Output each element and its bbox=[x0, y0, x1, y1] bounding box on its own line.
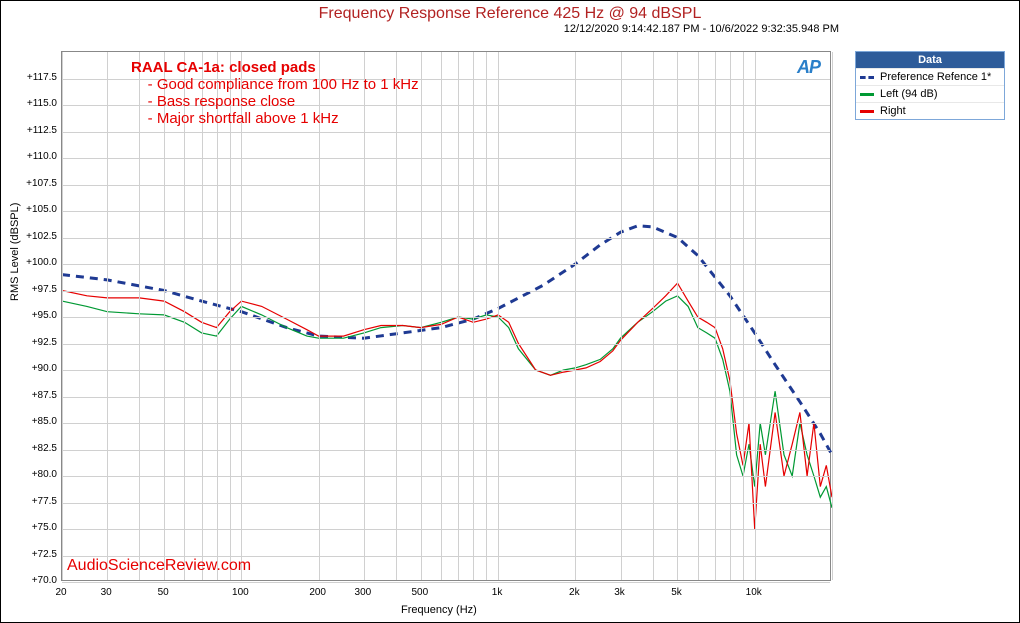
legend: Data Preference Refence 1* Left (94 dB) Ri… bbox=[855, 51, 1005, 120]
y-tick-label: +112.5 bbox=[17, 125, 57, 136]
y-tick-label: +105.0 bbox=[17, 204, 57, 215]
gridline-v bbox=[230, 52, 231, 580]
y-tick-label: +75.0 bbox=[17, 522, 57, 533]
x-tick-label: 50 bbox=[158, 587, 169, 598]
x-tick-label: 5k bbox=[671, 587, 682, 598]
gridline-v-major bbox=[319, 52, 320, 580]
annotation-line: - Major shortfall above 1 kHz bbox=[131, 110, 419, 127]
y-tick-label: +102.5 bbox=[17, 231, 57, 242]
annotation-block: RAAL CA-1a: closed pads - Good complianc… bbox=[131, 59, 419, 127]
legend-swatch bbox=[860, 76, 874, 79]
legend-row: Right bbox=[856, 102, 1004, 119]
chart-timestamps: 12/12/2020 9:14:42.187 PM - 10/6/2022 9:… bbox=[1, 23, 1019, 35]
gridline-v bbox=[832, 52, 833, 580]
y-tick-label: +97.5 bbox=[17, 284, 57, 295]
y-tick-label: +117.5 bbox=[17, 72, 57, 83]
gridline-v bbox=[730, 52, 731, 580]
annotation-title: RAAL CA-1a: closed pads bbox=[131, 59, 419, 76]
legend-row: Preference Refence 1* bbox=[856, 68, 1004, 85]
gridline-v-major bbox=[575, 52, 576, 580]
legend-label: Right bbox=[880, 105, 906, 117]
annotation-line: - Bass response close bbox=[131, 93, 419, 110]
series-preference bbox=[62, 226, 832, 455]
gridline-v bbox=[473, 52, 474, 580]
legend-row: Left (94 dB) bbox=[856, 85, 1004, 102]
gridline-v bbox=[458, 52, 459, 580]
x-tick-label: 500 bbox=[411, 587, 428, 598]
x-tick-label: 3k bbox=[614, 587, 625, 598]
y-tick-label: +72.5 bbox=[17, 549, 57, 560]
gridline-v bbox=[139, 52, 140, 580]
x-tick-label: 1k bbox=[492, 587, 503, 598]
gridline-v bbox=[441, 52, 442, 580]
gridline-v-major bbox=[498, 52, 499, 580]
legend-body: Preference Refence 1* Left (94 dB) Right bbox=[856, 68, 1004, 119]
gridline-v-major bbox=[164, 52, 165, 580]
gridline-v-major bbox=[621, 52, 622, 580]
gridline-v-major bbox=[241, 52, 242, 580]
y-tick-label: +70.0 bbox=[17, 575, 57, 586]
gridline-v bbox=[202, 52, 203, 580]
x-axis-label: Frequency (Hz) bbox=[401, 604, 477, 616]
y-tick-label: +110.0 bbox=[17, 151, 57, 162]
gridline-v-major bbox=[62, 52, 63, 580]
y-tick-label: +80.0 bbox=[17, 469, 57, 480]
gridline-v bbox=[715, 52, 716, 580]
x-tick-label: 300 bbox=[355, 587, 372, 598]
gridline-v-major bbox=[364, 52, 365, 580]
y-tick-label: +90.0 bbox=[17, 363, 57, 374]
gridline-v bbox=[396, 52, 397, 580]
y-tick-label: +85.0 bbox=[17, 416, 57, 427]
gridline-v-major bbox=[677, 52, 678, 580]
y-tick-label: +100.0 bbox=[17, 257, 57, 268]
gridline-v bbox=[653, 52, 654, 580]
watermark: AudioScienceReview.com bbox=[67, 557, 251, 575]
y-tick-label: +107.5 bbox=[17, 178, 57, 189]
legend-swatch bbox=[860, 110, 874, 113]
gridline-v bbox=[184, 52, 185, 580]
y-tick-label: +95.0 bbox=[17, 310, 57, 321]
legend-swatch bbox=[860, 93, 874, 96]
gridline-v bbox=[486, 52, 487, 580]
x-tick-label: 30 bbox=[101, 587, 112, 598]
gridline-h bbox=[62, 582, 830, 583]
x-tick-label: 2k bbox=[569, 587, 580, 598]
chart-title: Frequency Response Reference 425 Hz @ 94… bbox=[1, 1, 1019, 23]
x-tick-label: 10k bbox=[746, 587, 762, 598]
chart-container: Frequency Response Reference 425 Hz @ 94… bbox=[0, 0, 1020, 623]
legend-label: Preference Refence 1* bbox=[880, 71, 991, 83]
gridline-v-major bbox=[107, 52, 108, 580]
plot-area bbox=[61, 51, 831, 581]
x-tick-label: 20 bbox=[55, 587, 66, 598]
y-tick-label: +87.5 bbox=[17, 390, 57, 401]
x-tick-label: 200 bbox=[309, 587, 326, 598]
gridline-v-major bbox=[755, 52, 756, 580]
y-tick-label: +115.0 bbox=[17, 98, 57, 109]
annotation-line: - Good compliance from 100 Hz to 1 kHz bbox=[131, 76, 419, 93]
legend-header: Data bbox=[856, 52, 1004, 68]
y-tick-label: +77.5 bbox=[17, 496, 57, 507]
gridline-v bbox=[743, 52, 744, 580]
legend-label: Left (94 dB) bbox=[880, 88, 937, 100]
gridline-v bbox=[217, 52, 218, 580]
gridline-v-major bbox=[421, 52, 422, 580]
gridline-v bbox=[698, 52, 699, 580]
x-tick-label: 100 bbox=[232, 587, 249, 598]
ap-logo: AP bbox=[797, 57, 820, 78]
y-tick-label: +92.5 bbox=[17, 337, 57, 348]
y-tick-label: +82.5 bbox=[17, 443, 57, 454]
